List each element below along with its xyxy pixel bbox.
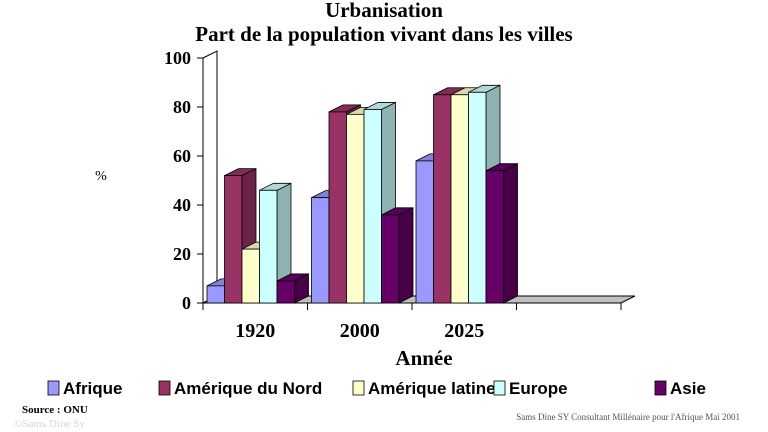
bar-front	[276, 280, 295, 304]
bar-front	[450, 94, 469, 304]
legend-swatch	[493, 380, 506, 396]
source-note: Source : ONU	[22, 404, 88, 416]
bar-front	[259, 189, 278, 304]
y-tick-label-40: 40	[173, 195, 191, 215]
x-tick-label-1920: 1920	[235, 320, 275, 342]
legend-item-amérique-du-nord: Amérique du Nord	[158, 379, 322, 398]
bar-asie-1920	[276, 273, 309, 304]
legend-item-europe: Europe	[493, 379, 568, 398]
bar-asie-2025	[485, 163, 518, 304]
y-tick-label-100: 100	[164, 48, 191, 68]
bar-front	[241, 248, 260, 304]
bar-front	[206, 285, 225, 304]
legend-label: Europe	[509, 379, 568, 398]
y-axis-wall	[202, 50, 218, 304]
bar-asie-2000	[381, 207, 414, 304]
legend-swatch	[654, 380, 667, 396]
y-tick-label-20: 20	[173, 244, 191, 264]
bar-front	[328, 111, 347, 304]
bar-front	[224, 175, 243, 304]
y-axis-label: %	[95, 169, 107, 184]
legend-item-asie: Asie	[654, 379, 706, 398]
watermark: ©Sams Dine Sy	[14, 418, 85, 430]
y-tick-label-0: 0	[182, 293, 191, 313]
bar-front	[415, 160, 434, 304]
legend-label: Afrique	[63, 379, 123, 398]
bar-side	[398, 207, 414, 304]
x-tick-label-2025: 2025	[444, 320, 484, 342]
legend-item-afrique: Afrique	[47, 379, 123, 398]
legend-label: Amérique latine	[368, 379, 496, 398]
bar-front	[381, 214, 400, 304]
x-tick-label-2000: 2000	[340, 320, 380, 342]
chart-subtitle: Part de la population vivant dans les vi…	[195, 22, 572, 46]
legend-label: Asie	[670, 379, 706, 398]
legend-swatch	[352, 380, 365, 396]
plot-area: 0 20 40 60 80 100 1920 2000 2025	[164, 48, 636, 342]
bar-europe-1920	[259, 182, 292, 304]
bar-front	[485, 170, 504, 304]
y-tick-label-80: 80	[173, 97, 191, 117]
x-axis-label: Année	[395, 346, 452, 370]
bar-front	[346, 113, 365, 304]
chart-title: Urbanisation	[325, 0, 443, 22]
legend-swatch	[158, 380, 171, 396]
bar-side	[503, 163, 518, 304]
legend: Afrique Amérique du Nord Amérique latine Eu…	[47, 379, 706, 398]
y-tick-label-60: 60	[173, 146, 191, 166]
bar-front	[311, 197, 330, 304]
legend-swatch	[47, 380, 60, 396]
legend-label: Amérique du Nord	[174, 379, 322, 398]
bar-front	[433, 94, 452, 304]
credit-note: Sams Dine SY Consultant Millénaire pour …	[516, 412, 740, 422]
legend-item-amérique-latine: Amérique latine	[352, 379, 496, 398]
bar-front	[468, 91, 487, 304]
bar-front	[363, 109, 382, 304]
